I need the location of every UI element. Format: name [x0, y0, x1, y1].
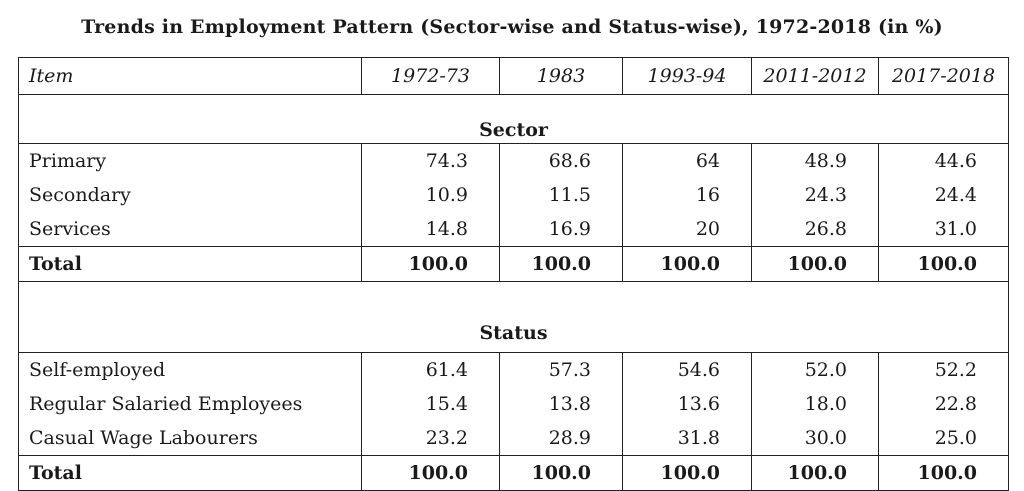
- column-header-item: Item: [18, 57, 362, 95]
- total-cell: 100.0: [878, 455, 1009, 491]
- table-cell: 54.6: [622, 352, 752, 387]
- table-cell: 31.0: [878, 212, 1009, 247]
- table-row: Services 14.8 16.9 20 26.8 31.0: [18, 212, 1009, 247]
- table-cell: 25.0: [878, 421, 1009, 456]
- section-heading-row: Sector: [18, 94, 1009, 144]
- section-heading-row: Status: [18, 281, 1009, 353]
- table-row: Primary 74.3 68.6 64 48.9 44.6: [18, 143, 1009, 178]
- row-label: Self-employed: [18, 352, 362, 387]
- table-cell: 74.3: [361, 143, 500, 178]
- row-label: Services: [18, 212, 362, 247]
- total-cell: 100.0: [361, 455, 500, 491]
- table-cell: 30.0: [751, 421, 879, 456]
- table-cell: 10.9: [361, 178, 500, 212]
- table-cell: 48.9: [751, 143, 879, 178]
- table-cell: 26.8: [751, 212, 879, 247]
- table-cell: 57.3: [499, 352, 623, 387]
- total-row: Total 100.0 100.0 100.0 100.0 100.0: [18, 246, 1009, 282]
- row-label: Casual Wage Labourers: [18, 421, 362, 456]
- employment-table: Item 1972-73 1983 1993-94 2011-2012 2017…: [18, 57, 1009, 491]
- table-cell: 13.8: [499, 387, 623, 421]
- table-cell: 16.9: [499, 212, 623, 247]
- table-cell: 22.8: [878, 387, 1009, 421]
- total-cell: 100.0: [499, 246, 623, 282]
- column-header-1972-73: 1972-73: [361, 57, 500, 95]
- column-header-2011-2012: 2011-2012: [751, 57, 879, 95]
- row-label: Secondary: [18, 178, 362, 212]
- table-cell: 23.2: [361, 421, 500, 456]
- section-heading-sector: Sector: [18, 94, 1009, 144]
- table-cell: 24.3: [751, 178, 879, 212]
- table-cell: 64: [622, 143, 752, 178]
- table-cell: 44.6: [878, 143, 1009, 178]
- table-cell: 24.4: [878, 178, 1009, 212]
- column-header-1993-94: 1993-94: [622, 57, 752, 95]
- total-cell: 100.0: [499, 455, 623, 491]
- column-header-2017-2018: 2017-2018: [878, 57, 1009, 95]
- total-cell: 100.0: [361, 246, 500, 282]
- table-cell: 52.0: [751, 352, 879, 387]
- table-row: Self-employed 61.4 57.3 54.6 52.0 52.2: [18, 352, 1009, 387]
- table-cell: 52.2: [878, 352, 1009, 387]
- table-cell: 28.9: [499, 421, 623, 456]
- table-row: Casual Wage Labourers 23.2 28.9 31.8 30.…: [18, 421, 1009, 456]
- column-header-1983: 1983: [499, 57, 623, 95]
- table-cell: 61.4: [361, 352, 500, 387]
- header-row: Item 1972-73 1983 1993-94 2011-2012 2017…: [18, 57, 1009, 95]
- total-cell: 100.0: [751, 455, 879, 491]
- table-cell: 16: [622, 178, 752, 212]
- section-heading-status: Status: [18, 281, 1009, 353]
- total-cell: 100.0: [878, 246, 1009, 282]
- table-cell: 13.6: [622, 387, 752, 421]
- total-row: Total 100.0 100.0 100.0 100.0 100.0: [18, 455, 1009, 491]
- total-cell: 100.0: [622, 455, 752, 491]
- total-cell: 100.0: [751, 246, 879, 282]
- table-cell: 14.8: [361, 212, 500, 247]
- table-cell: 18.0: [751, 387, 879, 421]
- table-title: Trends in Employment Pattern (Sector-wis…: [81, 16, 943, 38]
- total-cell: 100.0: [622, 246, 752, 282]
- table-cell: 68.6: [499, 143, 623, 178]
- row-label: Primary: [18, 143, 362, 178]
- total-label: Total: [18, 246, 362, 282]
- total-label: Total: [18, 455, 362, 491]
- table-cell: 31.8: [622, 421, 752, 456]
- table-row: Secondary 10.9 11.5 16 24.3 24.4: [18, 178, 1009, 212]
- table-cell: 15.4: [361, 387, 500, 421]
- table-row: Regular Salaried Employees 15.4 13.8 13.…: [18, 387, 1009, 421]
- table-cell: 20: [622, 212, 752, 247]
- table-cell: 11.5: [499, 178, 623, 212]
- row-label: Regular Salaried Employees: [18, 387, 362, 421]
